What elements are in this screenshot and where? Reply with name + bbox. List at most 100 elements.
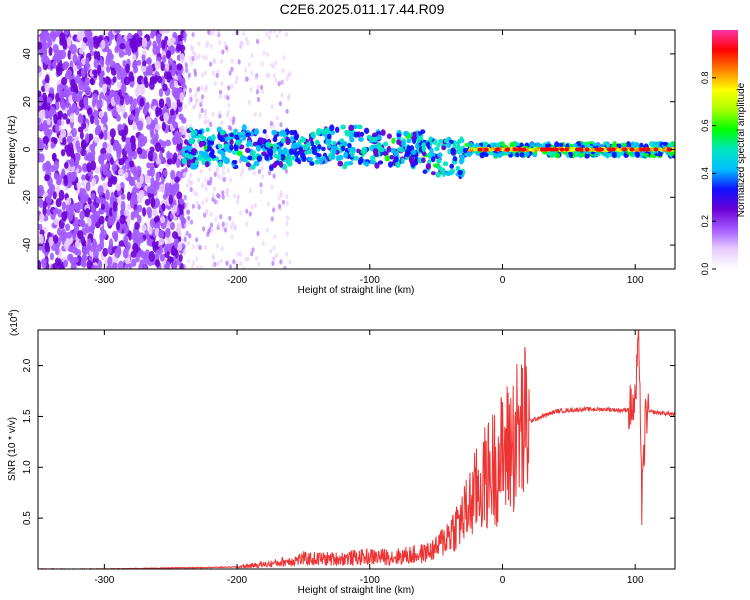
spectrogram-cell-2947 bbox=[434, 146, 440, 152]
spectrogram-cell-1042 bbox=[166, 49, 171, 60]
spectrogram-x-tick-label-4: 100 bbox=[627, 275, 644, 286]
spectrogram-cell-2933 bbox=[665, 150, 671, 156]
spectrogram-cell-1486 bbox=[102, 165, 108, 176]
spectrogram-cell-1414 bbox=[160, 216, 166, 224]
spectrogram-cell-1495 bbox=[57, 119, 62, 126]
spectrogram-cell-1735 bbox=[227, 124, 231, 131]
spectrogram-cell-472 bbox=[112, 76, 117, 83]
spectrogram-cell-1882 bbox=[217, 222, 221, 228]
spectrogram-cell-1294 bbox=[168, 194, 173, 205]
spectrogram-cell-2497 bbox=[380, 129, 386, 136]
spectrogram-cell-1838 bbox=[187, 72, 191, 78]
spectrogram-cell-1717 bbox=[256, 85, 260, 91]
spectrogram-cell-2967 bbox=[657, 151, 663, 157]
spectrogram-cell-2428 bbox=[253, 128, 260, 136]
spectrogram-cell-721 bbox=[150, 131, 155, 139]
spectrogram-cell-911 bbox=[38, 65, 42, 73]
spectrogram-cell-1658 bbox=[235, 75, 239, 81]
spectrogram-cell-2520 bbox=[291, 155, 296, 161]
snr-series-line bbox=[38, 330, 675, 569]
spectrogram-cell-1474 bbox=[109, 128, 116, 138]
colorbar-gradient bbox=[712, 30, 738, 269]
spectrogram-cell-1637 bbox=[236, 251, 240, 257]
spectrogram-cell-859 bbox=[52, 137, 58, 145]
spectrogram-cell-1295 bbox=[158, 98, 165, 109]
spectrogram-cell-1549 bbox=[269, 248, 273, 254]
colorbar-label: Normalized spectral amplitude bbox=[736, 82, 747, 217]
spectrogram-cell-1186 bbox=[120, 193, 126, 200]
spectrogram-cell-469 bbox=[151, 208, 158, 217]
spectrogram-cell-1284 bbox=[84, 207, 91, 218]
spectrogram-cell-2144 bbox=[272, 136, 278, 143]
spectrogram-cell-1689 bbox=[278, 101, 282, 107]
spectrogram-cell-1342 bbox=[152, 44, 159, 56]
spectrogram-cell-792 bbox=[136, 75, 143, 85]
spectrogram-cell-1224 bbox=[85, 86, 91, 94]
spectrogram-cell-2886 bbox=[592, 142, 598, 147]
spectrogram-cell-1624 bbox=[275, 252, 279, 258]
spectrogram-cell-1870 bbox=[223, 94, 227, 100]
spectrogram-cell-1802 bbox=[245, 221, 249, 227]
spectrogram-cell-1849 bbox=[183, 206, 188, 212]
spectrogram-cell-1616 bbox=[200, 85, 204, 91]
spectrogram-cell-1663 bbox=[272, 123, 276, 129]
spectrogram-cell-2893 bbox=[425, 163, 432, 170]
spectrogram-cell-951 bbox=[121, 104, 126, 115]
spectrogram-cell-2584 bbox=[237, 150, 243, 157]
snr-y-tick-label-3: 2.0 bbox=[22, 358, 33, 372]
spectrogram-cell-1490 bbox=[63, 88, 70, 98]
spectrogram-cell-2222 bbox=[388, 155, 395, 160]
spectrogram-cell-1459 bbox=[64, 72, 71, 80]
spectrogram-cell-2956 bbox=[398, 146, 404, 153]
spectrogram-cell-2935 bbox=[409, 155, 415, 162]
spectrogram-cell-830 bbox=[165, 96, 171, 105]
spectrogram-cell-2676 bbox=[181, 158, 188, 165]
spectrogram-cell-288 bbox=[102, 247, 108, 257]
spectrogram-cell-1541 bbox=[202, 226, 206, 232]
spectrogram-cell-1752 bbox=[193, 92, 198, 98]
spectrogram-cell-1600 bbox=[195, 237, 199, 243]
spectrogram-cell-176 bbox=[144, 198, 151, 206]
spectrogram-cell-512 bbox=[116, 81, 123, 89]
spectrogram-cell-1219 bbox=[113, 93, 119, 103]
spectrogram-cell-2885 bbox=[568, 152, 573, 159]
spectrogram-cell-1443 bbox=[70, 263, 75, 269]
spectrogram-cell-1909 bbox=[195, 256, 199, 262]
spectrogram-cell-1511 bbox=[245, 208, 249, 214]
spectrogram-cell-1389 bbox=[57, 110, 63, 118]
spectrogram-cell-1830 bbox=[228, 215, 232, 221]
spectrogram-cell-1356 bbox=[177, 241, 183, 252]
spectrogram-cell-1865 bbox=[229, 117, 233, 123]
spectrogram-cell-648 bbox=[123, 124, 129, 136]
spectrogram-cell-1694 bbox=[225, 187, 230, 193]
spectrogram-cell-1360 bbox=[61, 228, 66, 237]
spectrogram-cell-2685 bbox=[197, 129, 203, 135]
spectrogram-cell-773 bbox=[55, 123, 60, 133]
spectrogram-cell-2692 bbox=[229, 144, 234, 151]
spectrogram-cell-1635 bbox=[225, 222, 229, 228]
spectrogram-cell-1634 bbox=[186, 240, 190, 246]
spectrogram-cell-2214 bbox=[253, 160, 260, 167]
spectrogram-cell-825 bbox=[107, 247, 112, 254]
spectrogram-cell-1766 bbox=[285, 231, 289, 237]
spectrogram-cell-3006 bbox=[276, 154, 282, 161]
spectrogram-cell-2965 bbox=[519, 152, 525, 158]
spectrogram-cell-1485 bbox=[74, 106, 80, 116]
spectrogram-cell-2801 bbox=[421, 157, 426, 164]
spectrogram-cell-1181 bbox=[121, 86, 126, 97]
spectrogram-cell-2824 bbox=[372, 132, 379, 137]
spectrogram-cell-2919 bbox=[594, 152, 600, 157]
spectrogram-cell-1756 bbox=[271, 260, 275, 266]
snr-y-tick-label-0: 0.5 bbox=[22, 511, 33, 525]
spectrogram-cell-1040 bbox=[119, 95, 125, 106]
spectrogram-cell-1488 bbox=[93, 35, 99, 42]
spectrogram-cell-964 bbox=[112, 110, 119, 117]
spectrogram-cell-3219 bbox=[559, 147, 565, 152]
spectrogram-cell-2769 bbox=[201, 135, 207, 141]
spectrogram-cell-2506 bbox=[452, 156, 458, 162]
spectrogram-cell-1109 bbox=[106, 264, 113, 269]
spectrogram-cell-1677 bbox=[285, 221, 289, 227]
spectrogram-cell-1513 bbox=[218, 40, 222, 46]
spectrogram-cell-1499 bbox=[118, 158, 125, 166]
spectrogram-cell-1690 bbox=[209, 43, 213, 49]
